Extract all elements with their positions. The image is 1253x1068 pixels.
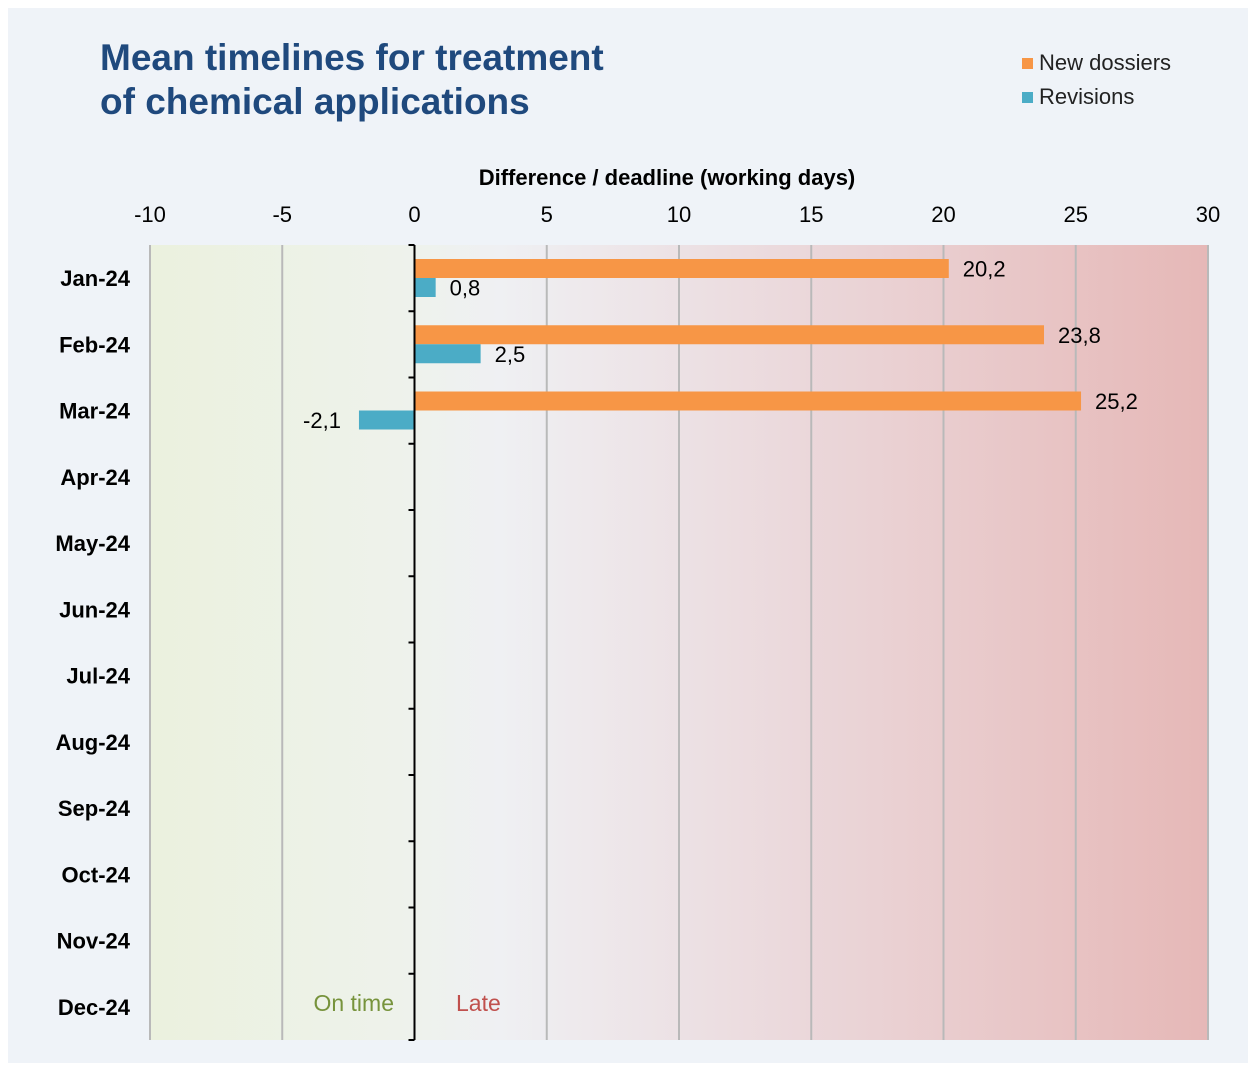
title-line-1: Mean timelines for treatment <box>100 37 604 78</box>
bar-revisions <box>414 278 436 297</box>
x-tick-label: 20 <box>931 202 955 227</box>
data-label: 20,2 <box>963 257 1006 282</box>
gridlines <box>149 245 1209 1040</box>
bar-revisions <box>414 344 481 364</box>
legend-item-new-dossiers: New dossiers <box>1022 46 1171 80</box>
x-tick-label: 30 <box>1196 202 1220 227</box>
category-label: Mar-24 <box>59 399 131 424</box>
x-tick-label: 0 <box>408 202 420 227</box>
category-label: Jan-24 <box>60 266 130 291</box>
data-label: 23,8 <box>1058 323 1101 348</box>
category-label: Apr-24 <box>60 465 130 490</box>
category-label: Oct-24 <box>62 862 131 887</box>
bar-new-dossiers <box>414 325 1045 345</box>
category-label: Aug-24 <box>55 730 130 755</box>
category-label: May-24 <box>55 531 130 556</box>
category-label: Sep-24 <box>58 796 131 821</box>
legend-label-new-dossiers: New dossiers <box>1039 50 1172 75</box>
x-tick-label: 25 <box>1064 202 1088 227</box>
title-line-2: of chemical applications <box>100 81 530 122</box>
bars <box>358 259 1082 430</box>
x-tick-label: 5 <box>541 202 553 227</box>
x-tick-label: 15 <box>799 202 823 227</box>
x-tick-labels: -10 -5 0 5 10 15 20 25 30 <box>134 202 1220 227</box>
x-tick-label: -10 <box>134 202 166 227</box>
bar-revisions <box>358 410 415 430</box>
chart-title: Mean timelines for treatment of chemical… <box>100 36 604 124</box>
data-label: 25,2 <box>1095 389 1138 414</box>
legend-label-revisions: Revisions <box>1039 84 1135 109</box>
category-label: Jul-24 <box>66 664 130 689</box>
data-label: 2,5 <box>495 342 526 367</box>
annotation-late: Late <box>456 990 501 1016</box>
legend-item-revisions: Revisions <box>1022 80 1171 114</box>
chart-legend: New dossiers Revisions <box>1022 46 1171 114</box>
legend-swatch-revisions <box>1022 91 1033 103</box>
category-label: Nov-24 <box>57 929 131 954</box>
bar-new-dossiers <box>414 391 1082 411</box>
data-labels: 20,2 23,8 25,2 0,8 2,5 -2,1 <box>303 257 1138 434</box>
x-tick-label: -5 <box>272 202 292 227</box>
legend-swatch-new-dossiers <box>1022 57 1033 69</box>
category-label: Dec-24 <box>58 995 131 1020</box>
x-axis-title: Difference / deadline (working days) <box>479 165 856 190</box>
bar-new-dossiers <box>414 259 949 278</box>
data-label: 0,8 <box>450 276 481 301</box>
category-label: Jun-24 <box>59 597 131 622</box>
category-axis <box>408 244 416 1041</box>
x-tick-label: 10 <box>667 202 691 227</box>
annotation-on-time: On time <box>313 990 394 1016</box>
data-label: -2,1 <box>303 408 341 433</box>
category-label: Feb-24 <box>59 332 131 357</box>
category-labels: Jan-24 Feb-24 Mar-24 Apr-24 May-24 Jun-24 Jul-… <box>55 266 130 1020</box>
